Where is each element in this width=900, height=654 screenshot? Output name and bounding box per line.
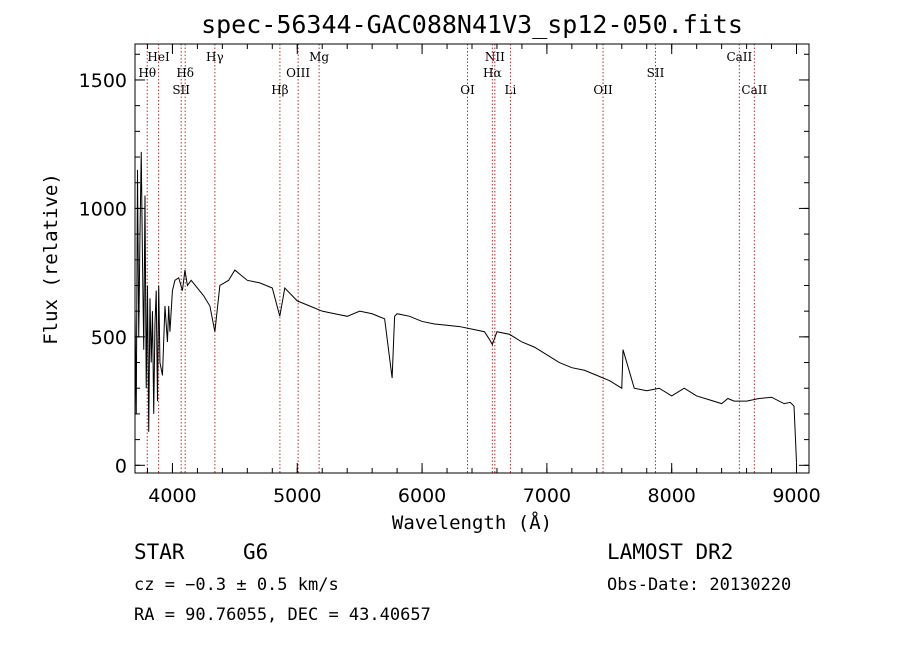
spectral-line-label: Hθ	[138, 66, 156, 80]
spectral-line-label: OI	[460, 83, 475, 97]
spectral-line-label: Mg	[309, 50, 329, 64]
x-tick-label: 4000	[148, 485, 196, 507]
x-tick-label: 9000	[772, 485, 820, 507]
spectral-line-label: Hβ	[271, 83, 288, 97]
spectral-line-label: CaII	[726, 50, 752, 64]
spectral-line-label: Hα	[483, 66, 502, 80]
spectral-line-label: OIII	[286, 66, 310, 80]
survey-name: LAMOST DR2	[607, 540, 733, 564]
spectral-line-label: SII	[647, 66, 665, 80]
x-tick-label: 5000	[273, 485, 321, 507]
x-tick-label: 7000	[523, 485, 571, 507]
observation-date: Obs-Date: 20130220	[607, 575, 791, 595]
x-axis-label: Wavelength (Å)	[392, 511, 552, 534]
redshift-cz: cz = −0.3 ± 0.5 km/s	[134, 575, 339, 595]
y-axis-label: Flux (relative)	[40, 173, 62, 345]
spectral-line-label: Li	[505, 83, 517, 97]
y-tick-label: 1000	[79, 198, 127, 220]
x-tick-label: 6000	[398, 485, 446, 507]
spectral-line-label: SII	[172, 83, 190, 97]
spectral-line-label: CaII	[741, 83, 767, 97]
spectral-line-label: NII	[485, 50, 505, 64]
plot-frame	[134, 43, 810, 474]
spectral-line-label: Hγ	[206, 50, 224, 64]
spectral-line-label: Hδ	[176, 66, 194, 80]
object-type: STAR	[134, 540, 185, 564]
y-tick-label: 0	[115, 455, 127, 477]
chart-title: spec-56344-GAC088N41V3_sp12-050.fits	[201, 10, 743, 39]
object-subclass: G6	[243, 540, 268, 564]
y-tick-label: 500	[91, 327, 127, 349]
x-tick-label: 8000	[648, 485, 696, 507]
spectral-line-label: HeI	[147, 50, 170, 64]
spectral-line-label: OII	[593, 83, 613, 97]
y-tick-label: 1500	[79, 70, 127, 92]
coordinates: RA = 90.76055, DEC = 43.40657	[134, 605, 431, 625]
spectrum-line	[134, 151, 798, 463]
axes: 4000 5000 6000 7000 8000 9000 0 500 1000 1500	[79, 44, 821, 507]
